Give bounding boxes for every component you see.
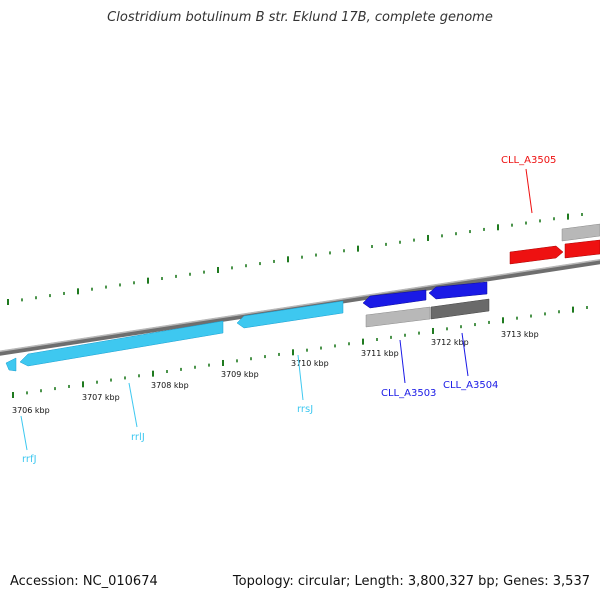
feature-grey-1[interactable] xyxy=(365,306,431,328)
tick-label-group: 3706 kbp 3707 kbp 3708 kbp 3709 kbp 3710… xyxy=(12,330,539,415)
gene-label-CLL_A3504[interactable]: CLL_A3504 xyxy=(443,380,498,391)
genome-stats-label: Topology: circular; Length: 3,800,327 bp… xyxy=(232,574,590,589)
tick-label: 3713 kbp xyxy=(501,330,539,339)
feature-rrlJ[interactable] xyxy=(19,320,224,367)
tick-label: 3708 kbp xyxy=(151,381,189,390)
genome-title: Clostridium botulinum B str. Eklund 17B,… xyxy=(107,10,493,25)
tick-row-bottom xyxy=(12,305,588,398)
leader-CLL_A3504 xyxy=(461,332,469,377)
tick-label: 3711 kbp xyxy=(361,349,399,358)
leader-CLL_A3505 xyxy=(525,168,533,214)
feature-rrfJ[interactable] xyxy=(5,357,17,372)
tick-label: 3707 kbp xyxy=(82,393,120,402)
gene-label-rrfJ[interactable]: rrfJ xyxy=(22,454,37,465)
feature-CLL_A3505[interactable] xyxy=(509,245,564,265)
gene-label-rrlJ[interactable]: rrlJ xyxy=(131,432,145,443)
leader-rrfJ xyxy=(20,415,28,451)
feature-grey-3[interactable] xyxy=(561,223,600,242)
tick-label: 3709 kbp xyxy=(221,370,259,379)
leader-rrlJ xyxy=(128,382,138,428)
tick-label: 3706 kbp xyxy=(12,406,50,415)
backbone xyxy=(0,259,600,356)
gene-label-CLL_A3505[interactable]: CLL_A3505 xyxy=(501,155,556,166)
leader-CLL_A3503 xyxy=(399,339,406,384)
tick-label: 3710 kbp xyxy=(291,359,329,368)
tick-label: 3712 kbp xyxy=(431,338,469,347)
feature-CLL_A3503[interactable] xyxy=(362,289,427,309)
gene-label-CLL_A3503[interactable]: CLL_A3503 xyxy=(381,388,436,399)
feature-grey-2[interactable] xyxy=(430,298,490,320)
feature-red-2[interactable] xyxy=(564,239,600,259)
accession-label: Accession: NC_010674 xyxy=(10,574,158,589)
feature-CLL_A3504[interactable] xyxy=(428,281,488,300)
tick-row-top xyxy=(7,212,583,305)
gene-label-rrsJ[interactable]: rrsJ xyxy=(297,404,313,415)
feature-rrsJ[interactable] xyxy=(236,300,344,329)
leader-rrsJ xyxy=(297,354,304,401)
